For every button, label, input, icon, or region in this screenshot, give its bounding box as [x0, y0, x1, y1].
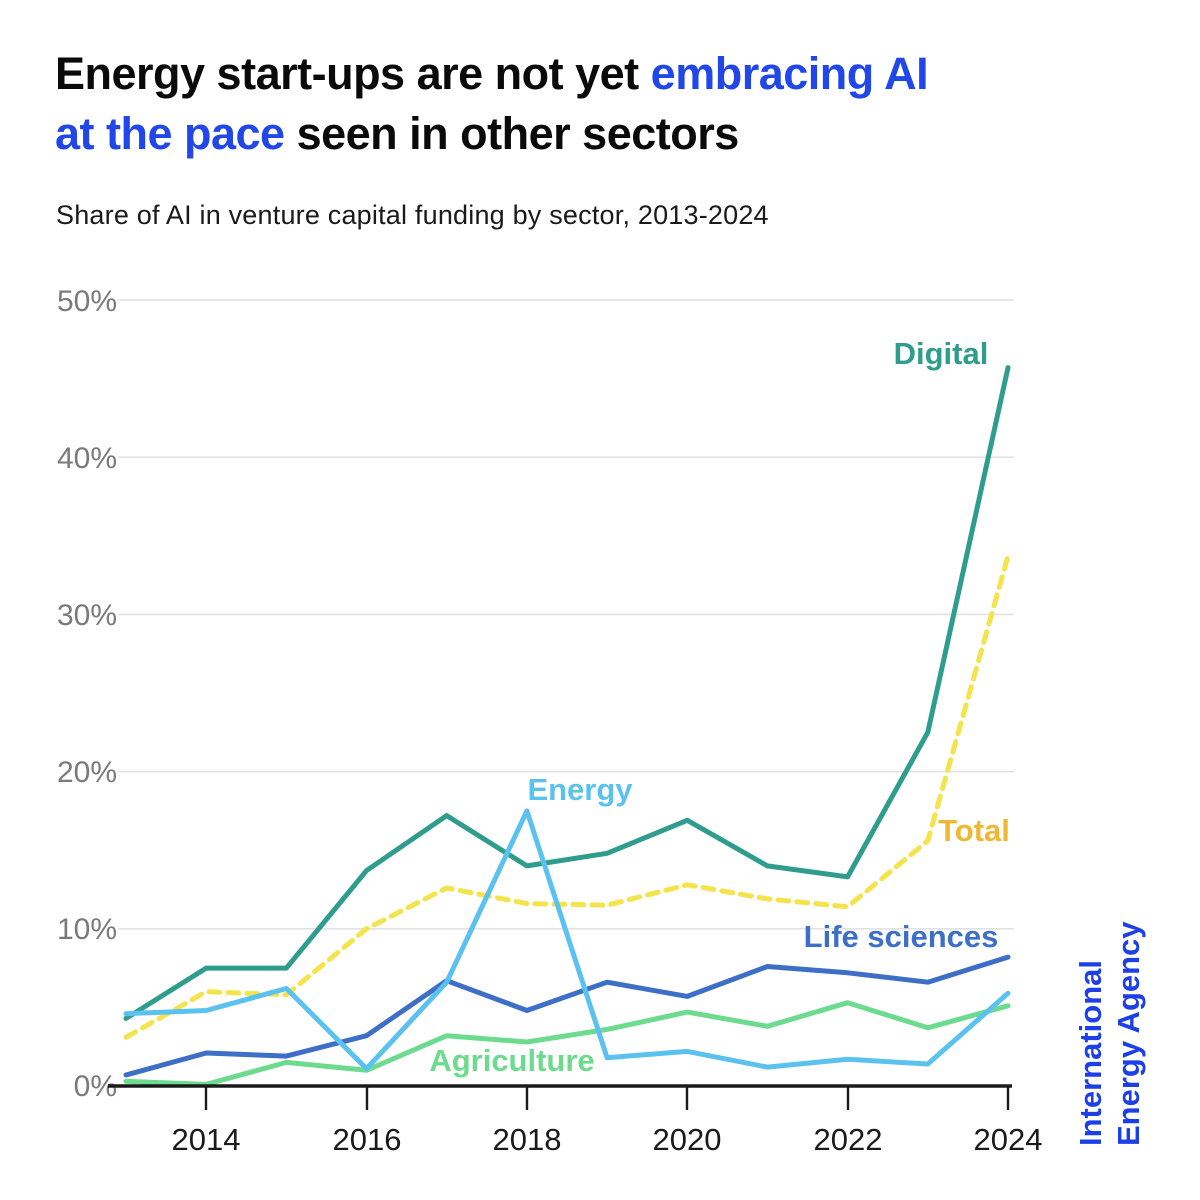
- title-text-black-2: seen in other sectors: [284, 107, 740, 159]
- x-tick-label: 2014: [172, 1122, 241, 1157]
- title-text-accent-2: at the pace: [55, 107, 285, 159]
- y-tick-label: 10%: [57, 913, 117, 946]
- series-lines: [123, 365, 1011, 1087]
- y-tick-label: 40%: [57, 442, 117, 475]
- x-tick-label: 2016: [333, 1122, 402, 1157]
- title-text-accent-1: embracing AI: [650, 48, 929, 99]
- series-labels: Digital Total Energy Life sciences Agric…: [429, 336, 1010, 1078]
- y-tick-label: 30%: [57, 599, 117, 632]
- life-sciences-line: [123, 954, 1011, 1078]
- chart-subtitle: Share of AI in venture capital funding b…: [56, 200, 769, 230]
- x-axis: 2014 2016 2018 2020 2022 2024: [108, 1084, 1043, 1157]
- y-tick-label: 20%: [57, 756, 117, 789]
- energy-label: Energy: [527, 772, 633, 807]
- x-tick-label: 2020: [653, 1122, 722, 1157]
- x-tick-label: 2024: [974, 1122, 1043, 1157]
- y-axis-labels: 0% 10% 20% 30% 40% 50%: [57, 285, 117, 1103]
- digital-label: Digital: [894, 336, 989, 371]
- agriculture-label: Agriculture: [429, 1043, 594, 1078]
- title-text-black-1: Energy start-ups are not yet: [55, 48, 651, 99]
- gridlines: [118, 299, 1014, 930]
- iea-wordmark: International Energy Agency: [1073, 921, 1146, 1146]
- y-tick-label: 50%: [57, 285, 117, 318]
- energy-line: [123, 808, 1011, 1072]
- life-sciences-label: Life sciences: [804, 919, 999, 954]
- x-tick-label: 2018: [493, 1122, 562, 1157]
- agriculture-line: [123, 1000, 1011, 1087]
- iea-wordmark-line2: Energy Agency: [1111, 921, 1146, 1146]
- x-tick-label: 2022: [814, 1122, 883, 1157]
- total-label: Total: [938, 813, 1010, 848]
- page-title: Energy start-ups are not yet embracing A…: [55, 44, 1045, 164]
- iea-wordmark-line1: International: [1073, 960, 1108, 1146]
- digital-line: [123, 365, 1011, 1021]
